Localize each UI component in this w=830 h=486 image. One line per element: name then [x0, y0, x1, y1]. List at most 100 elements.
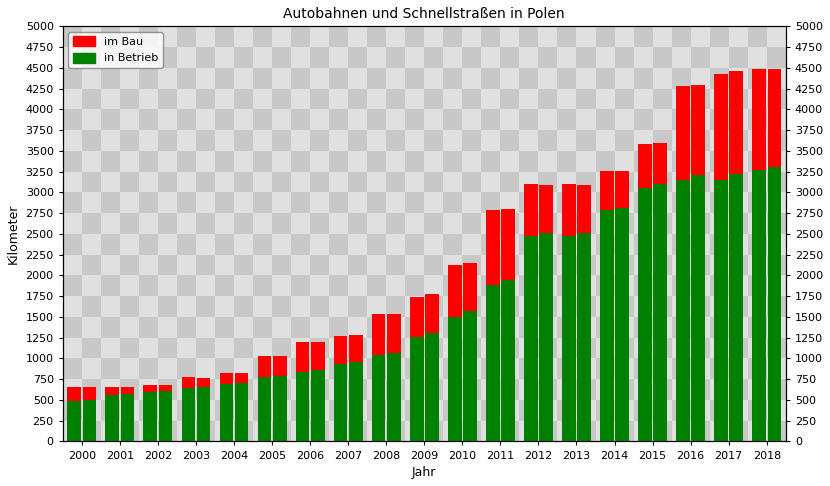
- Bar: [310, 276, 330, 296]
- Bar: [691, 68, 710, 88]
- Bar: [349, 335, 363, 362]
- Bar: [424, 26, 443, 47]
- Bar: [767, 379, 786, 400]
- Bar: [367, 130, 386, 151]
- Bar: [424, 379, 443, 400]
- Bar: [334, 364, 348, 441]
- Bar: [558, 400, 577, 421]
- Bar: [63, 400, 82, 421]
- Bar: [652, 400, 671, 421]
- Bar: [652, 379, 671, 400]
- Bar: [729, 317, 748, 338]
- Bar: [253, 47, 272, 68]
- Bar: [424, 317, 443, 338]
- Bar: [652, 192, 671, 213]
- Bar: [330, 276, 348, 296]
- Bar: [158, 379, 177, 400]
- Bar: [710, 26, 729, 47]
- Bar: [633, 192, 652, 213]
- Bar: [767, 192, 786, 213]
- Bar: [367, 317, 386, 338]
- Bar: [500, 338, 520, 359]
- Bar: [633, 47, 652, 68]
- Bar: [272, 296, 291, 317]
- Bar: [671, 400, 691, 421]
- Bar: [120, 400, 139, 421]
- Bar: [520, 276, 539, 296]
- Bar: [577, 233, 591, 441]
- Bar: [196, 213, 215, 234]
- Bar: [443, 296, 462, 317]
- Bar: [730, 71, 743, 174]
- Bar: [748, 172, 767, 192]
- Bar: [500, 151, 520, 172]
- Bar: [424, 276, 443, 296]
- Bar: [63, 68, 82, 88]
- Bar: [100, 276, 120, 296]
- Bar: [100, 379, 120, 400]
- Bar: [196, 88, 215, 109]
- Bar: [348, 151, 367, 172]
- Bar: [671, 192, 691, 213]
- Bar: [710, 400, 729, 421]
- Bar: [291, 317, 310, 338]
- Bar: [82, 359, 100, 379]
- Bar: [367, 400, 386, 421]
- Bar: [633, 317, 652, 338]
- Bar: [539, 151, 558, 172]
- Bar: [120, 296, 139, 317]
- Bar: [614, 255, 633, 276]
- Bar: [558, 255, 577, 276]
- Bar: [558, 130, 577, 151]
- Bar: [767, 88, 786, 109]
- Bar: [196, 421, 215, 441]
- Bar: [139, 276, 158, 296]
- Bar: [253, 213, 272, 234]
- Bar: [652, 47, 671, 68]
- Bar: [295, 342, 310, 372]
- Bar: [120, 192, 139, 213]
- Bar: [215, 172, 234, 192]
- Bar: [330, 234, 348, 255]
- Bar: [215, 68, 234, 88]
- Bar: [462, 213, 481, 234]
- Bar: [805, 379, 824, 400]
- Bar: [330, 26, 348, 47]
- Bar: [272, 338, 291, 359]
- Bar: [729, 172, 748, 192]
- Bar: [158, 68, 177, 88]
- Bar: [520, 359, 539, 379]
- Bar: [562, 184, 576, 236]
- Bar: [615, 171, 629, 208]
- Bar: [768, 69, 781, 167]
- Bar: [539, 130, 558, 151]
- Bar: [500, 47, 520, 68]
- Bar: [715, 73, 728, 180]
- Bar: [481, 192, 500, 213]
- Bar: [486, 284, 500, 441]
- Bar: [215, 88, 234, 109]
- Bar: [63, 26, 82, 47]
- Bar: [786, 88, 805, 109]
- Bar: [82, 130, 100, 151]
- Bar: [652, 151, 671, 172]
- Bar: [633, 130, 652, 151]
- Bar: [729, 213, 748, 234]
- Bar: [558, 151, 577, 172]
- Bar: [462, 26, 481, 47]
- Bar: [253, 68, 272, 88]
- Bar: [767, 317, 786, 338]
- Bar: [767, 213, 786, 234]
- Bar: [652, 317, 671, 338]
- Bar: [220, 384, 233, 441]
- Bar: [348, 172, 367, 192]
- Bar: [367, 296, 386, 317]
- Bar: [691, 192, 710, 213]
- Bar: [443, 130, 462, 151]
- Bar: [177, 338, 196, 359]
- Bar: [196, 47, 215, 68]
- Bar: [595, 109, 614, 130]
- Bar: [462, 68, 481, 88]
- Bar: [234, 192, 253, 213]
- Bar: [805, 296, 824, 317]
